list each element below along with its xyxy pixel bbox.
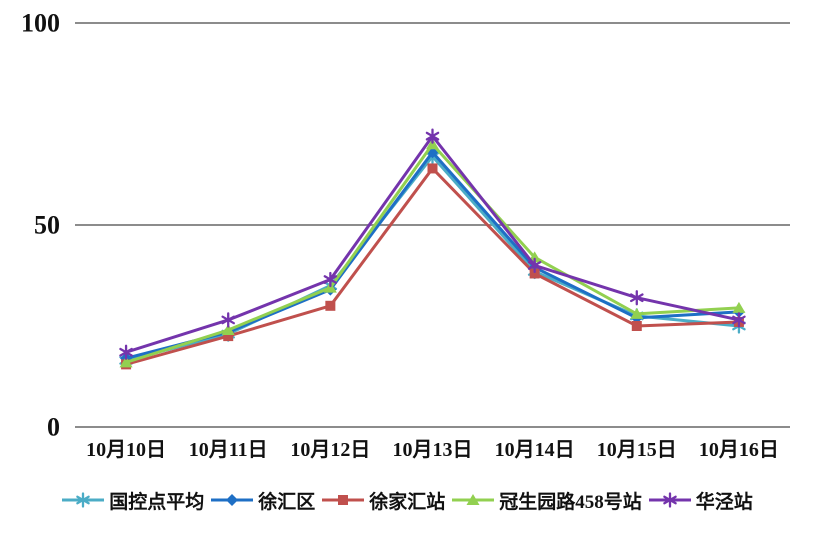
legend-item-1: 徐汇区 xyxy=(210,487,315,514)
legend-label: 国控点平均 xyxy=(109,491,205,513)
legend-key-icon xyxy=(62,492,105,508)
legend-key-icon xyxy=(211,494,254,506)
marker-asterisk xyxy=(732,312,746,328)
marker-asterisk xyxy=(662,492,677,508)
marker-square xyxy=(325,300,336,311)
marker-triangle xyxy=(630,307,644,319)
legend-item-2: 徐家汇站 xyxy=(321,487,445,514)
legend-item-3: 冠生园路458号站 xyxy=(451,487,642,514)
marker-triangle xyxy=(732,301,746,313)
x-tick-label-4: 10月14日 xyxy=(495,439,575,461)
legend: 国控点平均 徐汇区 徐家汇站 冠生园路458号站 华泾站 xyxy=(0,478,814,522)
legend-label: 徐汇区 xyxy=(258,491,316,513)
marker-square xyxy=(338,495,349,505)
x-tick-label-6: 10月16日 xyxy=(699,439,779,461)
legend-label: 徐家汇站 xyxy=(369,491,446,513)
legend-key-icon xyxy=(452,494,495,505)
marker-triangle xyxy=(466,494,480,505)
marker-asterisk xyxy=(119,344,133,360)
series-line-3 xyxy=(124,142,741,364)
legend-key-icon xyxy=(322,495,365,505)
marker-asterisk xyxy=(630,290,644,306)
marker-triangle xyxy=(221,324,235,336)
series-markers-4 xyxy=(119,128,746,360)
series-markers-1 xyxy=(120,146,745,365)
x-tick-label-1: 10月11日 xyxy=(189,439,268,461)
marker-asterisk xyxy=(323,271,338,288)
marker-diamond xyxy=(226,494,239,506)
x-tick-label-3: 10月13日 xyxy=(393,439,473,461)
marker-asterisk xyxy=(527,257,542,274)
legend-item-4: 华泾站 xyxy=(648,487,753,514)
series-line-0 xyxy=(124,154,741,362)
marker-square xyxy=(223,331,234,342)
marker-asterisk xyxy=(76,492,90,508)
marker-asterisk xyxy=(425,128,440,144)
y-tick-label-100: 100 xyxy=(21,9,60,38)
series-line-1 xyxy=(124,150,741,360)
y-tick-label-50: 50 xyxy=(34,211,60,240)
y-tick-label-0: 0 xyxy=(47,413,60,442)
marker-square xyxy=(427,163,438,174)
legend-key-icon xyxy=(648,492,691,508)
x-tick-label-0: 10月10日 xyxy=(86,439,166,461)
plot-area: 0 50 100 10月10日 10月11日 10月12日 10月13日 10月14日 10月1… xyxy=(21,9,790,461)
x-tick-label-2: 10月12日 xyxy=(290,439,370,461)
marker-square xyxy=(631,321,642,331)
x-tick-label-5: 10月15日 xyxy=(597,439,677,461)
legend-label: 冠生园路458号站 xyxy=(499,491,642,513)
legend-label: 华泾站 xyxy=(695,491,753,513)
legend-item-0: 国控点平均 xyxy=(61,487,204,514)
marker-square xyxy=(529,268,540,279)
marker-triangle xyxy=(119,356,133,368)
marker-asterisk xyxy=(221,312,235,328)
